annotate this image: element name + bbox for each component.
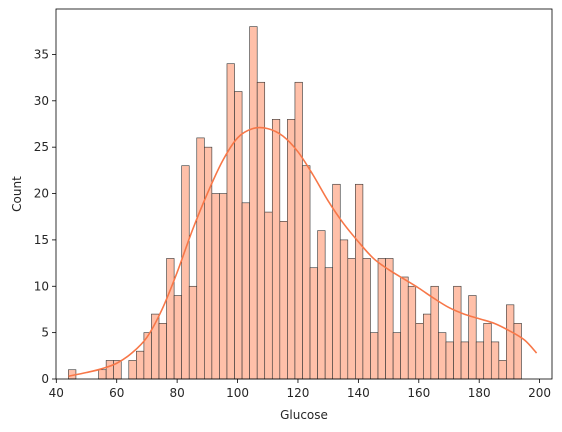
histogram-bar — [468, 295, 477, 380]
histogram-bar — [136, 350, 145, 380]
histogram-bar — [226, 63, 235, 380]
histogram-bar — [249, 26, 258, 380]
y-axis-label: Count — [10, 176, 24, 212]
histogram-bar — [98, 369, 107, 380]
histogram-bar — [483, 323, 492, 380]
histogram-bar — [158, 323, 167, 380]
x-tick-label: 140 — [347, 386, 370, 400]
x-tick-label: 160 — [407, 386, 430, 400]
histogram-bar — [415, 323, 424, 380]
histogram-bar — [105, 360, 114, 380]
x-axis-label: Glucose — [280, 408, 328, 422]
y-tick-label: 10 — [34, 279, 49, 293]
y-tick-label: 25 — [34, 140, 49, 154]
histogram-bar — [279, 221, 288, 380]
histogram-bar — [241, 202, 250, 380]
histogram-bar — [506, 304, 515, 380]
x-tick-label: 180 — [468, 386, 491, 400]
y-tick-label: 0 — [41, 372, 49, 386]
histogram-bar — [347, 258, 356, 380]
kde-curve — [68, 126, 538, 378]
histogram-bar — [498, 360, 507, 380]
histogram-bar — [445, 341, 454, 380]
histogram-bar — [438, 332, 447, 380]
histogram-bar — [460, 341, 469, 380]
histogram-bar — [173, 295, 182, 380]
histogram-bar — [475, 341, 485, 380]
x-tick-label: 100 — [226, 386, 249, 400]
x-tick-label: 120 — [287, 386, 310, 400]
histogram-bar — [188, 285, 198, 380]
histogram-bar — [287, 119, 296, 380]
histogram-bars — [68, 26, 522, 380]
y-tick-label: 20 — [34, 187, 49, 201]
histogram-bar — [513, 323, 522, 380]
y-tick-label: 5 — [41, 326, 49, 340]
histogram-bar — [370, 332, 379, 380]
x-tick-label: 40 — [49, 386, 64, 400]
histogram-bar — [362, 258, 371, 380]
histogram-bar — [355, 183, 364, 380]
histogram-bar — [392, 332, 401, 380]
y-tick-label: 15 — [34, 233, 49, 247]
x-tick-label: 80 — [169, 386, 184, 400]
histogram-bar — [219, 193, 228, 380]
histogram-bar — [302, 165, 311, 380]
histogram-bar — [385, 258, 394, 380]
histogram-bar — [181, 165, 190, 380]
histogram-bar — [400, 276, 409, 380]
x-axis-ticks: 40 60 80 100 120 140 160 180 200 — [49, 379, 551, 400]
histogram-bar — [294, 81, 303, 380]
histogram-bar — [324, 267, 333, 380]
histogram-bar — [453, 285, 462, 380]
histogram-bar — [423, 313, 432, 380]
histogram-bar — [377, 258, 386, 380]
histogram-bar — [211, 193, 220, 380]
histogram-bar — [204, 146, 213, 380]
y-tick-label: 30 — [34, 94, 49, 108]
y-tick-label: 35 — [34, 47, 49, 61]
histogram-bar — [339, 239, 349, 380]
histogram-bar — [196, 137, 205, 380]
histogram-bar — [128, 360, 137, 380]
histogram-bar — [317, 230, 326, 380]
histogram-bar — [264, 211, 273, 380]
x-tick-label: 60 — [109, 386, 124, 400]
histogram-bar — [490, 341, 500, 380]
histogram-bar — [271, 119, 281, 380]
plot-frame — [55, 8, 553, 380]
histogram-bar — [407, 285, 417, 380]
histogram-bar — [309, 267, 318, 380]
y-axis-ticks: 0 5 10 15 20 25 30 35 — [34, 47, 56, 386]
histogram-bar — [256, 81, 266, 380]
histogram-bar — [166, 258, 175, 380]
x-tick-label: 200 — [528, 386, 551, 400]
